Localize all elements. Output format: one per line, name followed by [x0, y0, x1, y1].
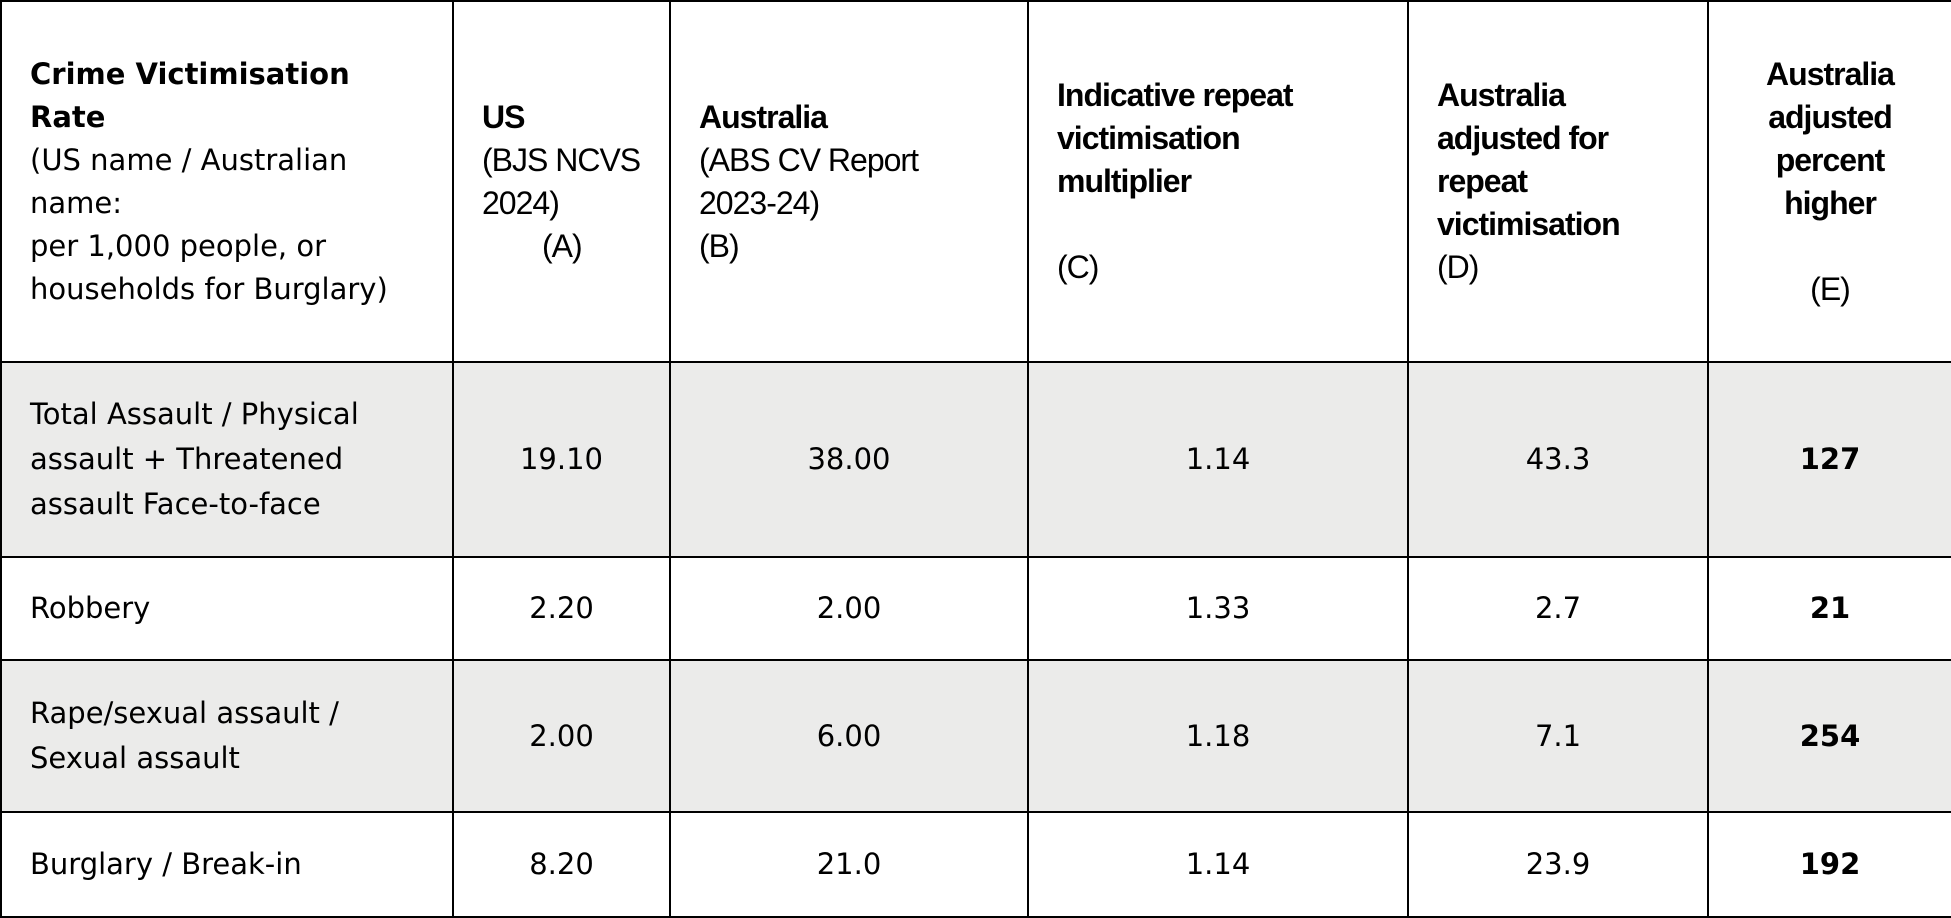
- table-cell: 254: [1707, 659, 1951, 813]
- table-cell: 8.20: [452, 811, 671, 918]
- table-cell: 2.00: [452, 659, 671, 813]
- data-row: Rape/sexual assault / Sexual assault 2.00…: [0, 659, 1951, 813]
- table-cell: Robbery: [0, 556, 454, 661]
- header-title: Indicative repeat victimisation multipli…: [1057, 77, 1294, 199]
- table-cell: 21.0: [669, 811, 1029, 918]
- table-cell: 23.9: [1407, 811, 1709, 918]
- header-cell: US (BJS NCVS 2024) (A): [452, 0, 671, 363]
- column-letter: (A): [542, 227, 583, 264]
- table-cell: 2.00: [669, 556, 1029, 661]
- header-cell: Australia (ABS CV Report 2023-24) (B): [669, 0, 1029, 363]
- table-cell: 192: [1707, 811, 1951, 918]
- column-letter: (D): [1437, 249, 1479, 285]
- header-title: Crime Victimisation Rate: [30, 56, 350, 134]
- table-cell: 1.33: [1027, 556, 1409, 661]
- header-note: (BJS NCVS 2024): [482, 141, 641, 221]
- header-title: Australia: [699, 98, 828, 135]
- header-title: US: [482, 98, 525, 135]
- column-letter: (E): [1810, 270, 1851, 307]
- table-cell: 1.14: [1027, 361, 1409, 558]
- header-cell: Australia adjusted percent higher (E): [1707, 0, 1951, 363]
- table-cell: 2.7: [1407, 556, 1709, 661]
- table-cell: 1.18: [1027, 659, 1409, 813]
- table-cell: 38.00: [669, 361, 1029, 558]
- column-letter: (C): [1057, 249, 1099, 285]
- table-cell: 7.1: [1407, 659, 1709, 813]
- header-cell: Indicative repeat victimisation multipli…: [1027, 0, 1409, 363]
- header-title: Australia adjusted percent higher: [1766, 55, 1895, 221]
- header-note: (US name / Australian name:: [30, 142, 348, 220]
- header-note: (ABS CV Report 2023-24): [699, 141, 919, 221]
- table-cell: 19.10: [452, 361, 671, 558]
- table-cell: Total Assault / Physical assault + Threa…: [0, 361, 454, 558]
- table-cell: 43.3: [1407, 361, 1709, 558]
- header-row: Crime Victimisation Rate (US name / Austr…: [0, 0, 1951, 363]
- table-cell: 2.20: [452, 556, 671, 661]
- table-cell: 127: [1707, 361, 1951, 558]
- data-row: Robbery 2.20 2.00 1.33 2.7 21: [0, 556, 1951, 661]
- data-row: Total Assault / Physical assault + Threa…: [0, 361, 1951, 558]
- table-cell: 21: [1707, 556, 1951, 661]
- table-cell: 6.00: [669, 659, 1029, 813]
- header-note: per 1,000 people, or households for Burg…: [30, 228, 388, 306]
- table-cell: Rape/sexual assault / Sexual assault: [0, 659, 454, 813]
- header-cell: Australia adjusted for repeat victimisat…: [1407, 0, 1709, 363]
- header-cell: Crime Victimisation Rate (US name / Austr…: [0, 0, 454, 363]
- column-letter: (B): [699, 227, 740, 264]
- table-cell: 1.14: [1027, 811, 1409, 918]
- header-title: Australia adjusted for repeat victimisat…: [1437, 77, 1621, 242]
- data-row: Burglary / Break-in 8.20 21.0 1.14 23.9 192: [0, 811, 1951, 918]
- table-cell: Burglary / Break-in: [0, 811, 454, 918]
